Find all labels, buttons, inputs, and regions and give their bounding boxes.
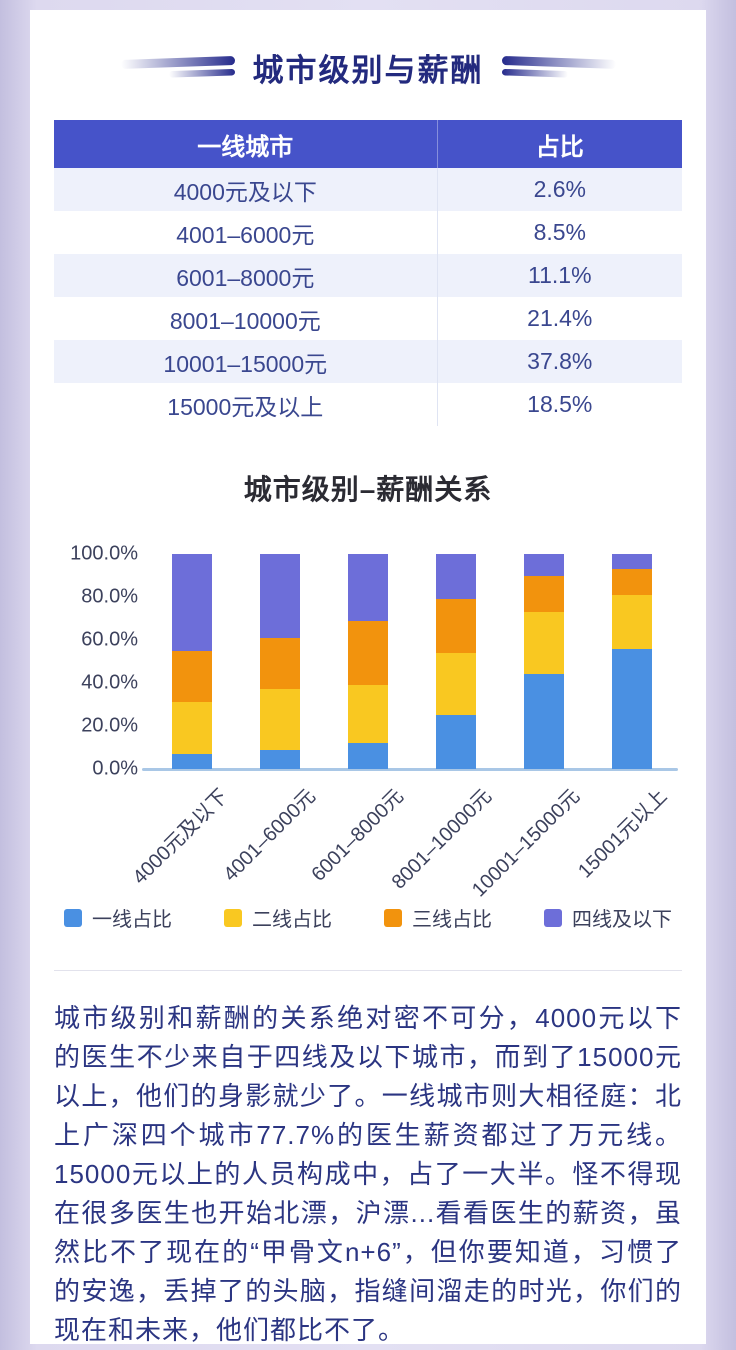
y-tick-label: 100.0% xyxy=(70,543,138,566)
bar-segment xyxy=(436,653,476,715)
plot-area xyxy=(148,554,676,769)
legend-swatch xyxy=(384,909,402,927)
legend-swatch xyxy=(64,909,82,927)
x-label-slot: 10001–15000元 xyxy=(524,769,564,877)
legend-swatch xyxy=(224,909,242,927)
bar-segment xyxy=(524,554,564,576)
bar-segment xyxy=(524,612,564,674)
percentage-cell: 21.4% xyxy=(437,297,682,340)
percentage-cell: 11.1% xyxy=(437,254,682,297)
bar-column xyxy=(524,554,564,769)
percentage-cell: 18.5% xyxy=(437,383,682,426)
y-tick-label: 0.0% xyxy=(92,758,138,781)
bar-segment xyxy=(348,685,388,743)
content-divider xyxy=(54,970,682,971)
x-axis-labels: 4000元及以下 4001–6000元 6001–8000元 8001–10000元 1… xyxy=(148,769,676,877)
bar-segment xyxy=(260,689,300,749)
bar-segment xyxy=(612,595,652,649)
title-decoration-left-icon xyxy=(119,55,237,79)
y-tick-label: 80.0% xyxy=(81,586,138,609)
bar-segment xyxy=(436,715,476,769)
legend-swatch xyxy=(544,909,562,927)
bar-segment xyxy=(524,576,564,613)
title-decoration-right-icon xyxy=(500,55,618,79)
bar-column xyxy=(436,554,476,769)
bar-segment xyxy=(260,554,300,638)
legend-label: 三线占比 xyxy=(412,903,492,932)
city-tier-column-header: 一线城市 xyxy=(54,120,437,168)
bar-segment xyxy=(348,554,388,621)
page-header: 城市级别与薪酬 xyxy=(54,40,682,94)
bar-segment xyxy=(612,569,652,595)
legend-label: 四线及以下 xyxy=(572,903,672,932)
bar-segment xyxy=(260,750,300,769)
salary-range-cell: 15000元及以上 xyxy=(54,383,437,426)
bar-segment xyxy=(172,554,212,651)
bar-segment xyxy=(436,599,476,653)
x-axis-line xyxy=(142,768,678,771)
x-label-slot: 4001–6000元 xyxy=(260,769,300,877)
bar-segment xyxy=(524,674,564,769)
y-axis: 100.0%80.0%60.0%40.0%20.0%0.0% xyxy=(60,554,148,769)
percentage-cell: 8.5% xyxy=(437,211,682,254)
salary-range-cell: 6001–8000元 xyxy=(54,254,437,297)
chart-legend: 一线占比 二线占比 三线占比 四线及以下 xyxy=(54,903,682,932)
bar-column xyxy=(348,554,388,769)
bar-segment xyxy=(260,638,300,690)
x-label-slot: 4000元及以下 xyxy=(172,769,212,877)
bar-segment xyxy=(612,554,652,569)
bar-column xyxy=(172,554,212,769)
bar-segment xyxy=(612,649,652,769)
legend-item: 二线占比 xyxy=(224,903,332,932)
legend-label: 一线占比 xyxy=(92,903,172,932)
bar-segment xyxy=(172,754,212,769)
bar-chart: 100.0%80.0%60.0%40.0%20.0%0.0% xyxy=(54,554,682,769)
legend-label: 二线占比 xyxy=(252,903,332,932)
page-title: 城市级别与薪酬 xyxy=(253,45,484,90)
x-axis-label: 4001–6000元 xyxy=(215,781,320,886)
chart-title: 城市级别–薪酬关系 xyxy=(54,468,682,508)
bar-column xyxy=(612,554,652,769)
x-label-slot: 8001–10000元 xyxy=(436,769,476,877)
analysis-paragraph: 城市级别和薪酬的关系绝对密不可分，4000元以下的医生不少来自于四线及以下城市，… xyxy=(54,999,682,1350)
x-axis-label: 15001元以上 xyxy=(570,781,672,883)
legend-item: 四线及以下 xyxy=(544,903,672,932)
y-tick-label: 20.0% xyxy=(81,715,138,738)
y-tick-label: 60.0% xyxy=(81,629,138,652)
percentage-column-header: 占比 xyxy=(437,120,682,168)
percentage-cell: 37.8% xyxy=(437,340,682,383)
salary-range-cell: 8001–10000元 xyxy=(54,297,437,340)
salary-table-header: 一线城市 占比 xyxy=(54,120,682,168)
bar-column xyxy=(260,554,300,769)
bar-segment xyxy=(172,702,212,754)
salary-range-cell: 10001–15000元 xyxy=(54,340,437,383)
table-header-row: 一线城市 占比 xyxy=(54,120,682,168)
bar-segment xyxy=(172,651,212,703)
x-label-slot: 6001–8000元 xyxy=(348,769,388,877)
legend-item: 一线占比 xyxy=(64,903,172,932)
salary-range-cell: 4001–6000元 xyxy=(54,211,437,254)
bar-segment xyxy=(348,621,388,686)
x-axis-labels-row: 4000元及以下 4001–6000元 6001–8000元 8001–10000元 1… xyxy=(54,769,682,877)
salary-range-cell: 4000元及以下 xyxy=(54,168,437,211)
x-label-slot: 15001元以上 xyxy=(612,769,652,877)
y-tick-label: 40.0% xyxy=(81,672,138,695)
percentage-cell: 2.6% xyxy=(437,168,682,211)
bar-segment xyxy=(348,743,388,769)
bar-segment xyxy=(436,554,476,599)
legend-item: 三线占比 xyxy=(384,903,492,932)
